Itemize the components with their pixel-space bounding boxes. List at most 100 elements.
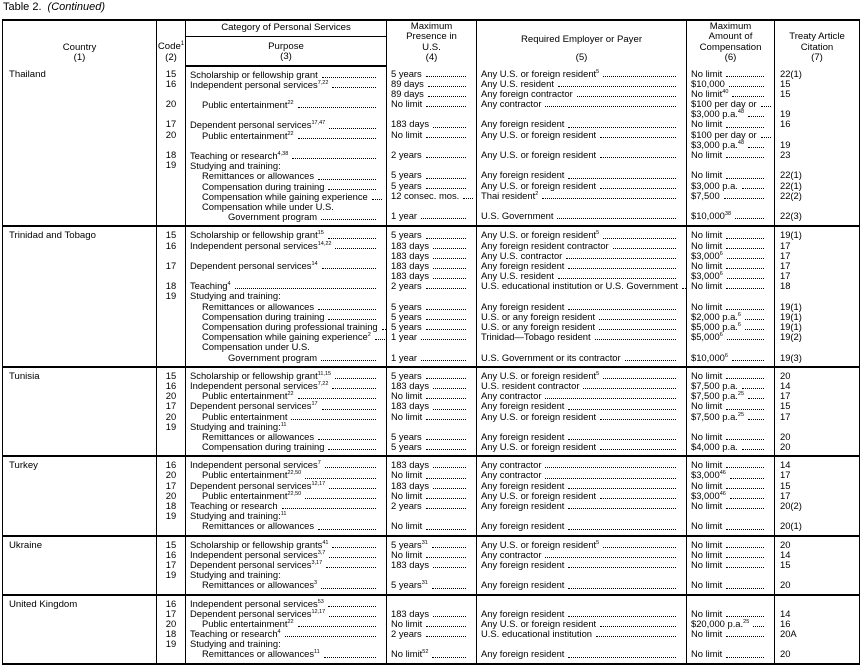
table-body: Thailand 15 16 20 17 20 18 19 Scholarship or… — [2, 65, 860, 664]
compensation-cell: $2,000 p.a.6 — [687, 312, 774, 322]
purpose-cell: Studying and training: — [190, 570, 281, 581]
purpose-cell: Dependent personal services12,17 — [186, 481, 386, 491]
employer-cell: Any foreign resident — [477, 521, 686, 531]
code-cell: 19 — [165, 291, 177, 302]
employer-cell: Any contractor — [477, 470, 686, 480]
citation-cell: 16 — [780, 618, 791, 629]
compensation-cell: $3,00046 — [687, 491, 774, 501]
compensation-cell: No limit — [687, 241, 774, 251]
citation-cell: 14 — [780, 460, 791, 471]
header-purpose: Purpose (3) — [185, 36, 387, 67]
dot-leader — [726, 481, 764, 489]
compensation-cell: $7,500 p.a.25 — [687, 391, 774, 401]
purpose-cell: Studying and training: — [190, 291, 281, 302]
presence-cell — [387, 639, 476, 649]
table-header: Country (1) Code1 (2) Category of Personal… — [2, 19, 860, 67]
employer-cell: Any foreign resident contractor — [477, 241, 686, 251]
dot-leader — [545, 550, 676, 558]
dot-leader — [297, 619, 376, 628]
dot-leader — [568, 609, 676, 617]
presence-cell: No limit — [387, 619, 476, 629]
dot-leader — [327, 599, 376, 607]
header-employer: Required Employer or Payer (5) — [476, 19, 687, 66]
compensation-cell: No limit — [687, 119, 774, 129]
footnote-ref: 22,50 — [287, 470, 302, 477]
purpose-cell: Scholarship or fellowship grants41 — [186, 540, 386, 550]
dot-leader — [744, 322, 764, 331]
employer-cell: Any contractor — [477, 460, 686, 470]
compensation-cell: No limit — [687, 69, 774, 79]
presence-cell: 183 days — [387, 460, 476, 470]
code-cell: 20 — [165, 391, 177, 402]
dot-leader — [744, 312, 764, 320]
dot-leader — [726, 540, 764, 548]
purpose-cell: Independent personal services7 — [186, 460, 386, 470]
presence-cell: 5 years — [387, 302, 476, 312]
compensation-cell — [687, 639, 774, 649]
dot-leader — [600, 150, 676, 159]
compensation-cell: $4,000 p.a. — [687, 442, 774, 452]
presence-cell: 2 years — [387, 150, 476, 160]
code-cell — [157, 89, 185, 99]
citation-cell: 17 — [780, 250, 791, 261]
compensation-cell: No limit — [687, 540, 774, 550]
dot-leader — [545, 470, 676, 479]
compensation-cell: No limit — [687, 649, 774, 659]
footnote-ref: 6 — [719, 332, 723, 339]
footnote-ref: 15 — [317, 230, 324, 237]
citation-cell: 22(2) — [780, 190, 802, 201]
dot-leader — [545, 99, 676, 108]
country-row: Trinidad and Tobago 15 16 17 18 19 Scholars… — [2, 226, 860, 367]
citation-cell: 14 — [780, 608, 791, 619]
presence-cell: 183 days — [387, 401, 476, 411]
dot-leader — [603, 540, 676, 548]
dot-leader — [568, 560, 676, 569]
code-cell: 17 — [165, 608, 177, 619]
dot-leader — [545, 460, 676, 469]
dot-leader — [374, 332, 385, 341]
employer-cell: Any U.S. or foreign resident — [477, 412, 686, 422]
citation-cell: 19(3) — [780, 352, 802, 363]
presence-cell: 1 year — [387, 332, 476, 342]
dot-leader — [612, 241, 676, 249]
country-name: United Kingdom — [2, 594, 157, 664]
country-name: Thailand — [2, 65, 157, 227]
dot-leader — [748, 391, 764, 400]
dot-leader — [735, 211, 764, 220]
dot-leader — [568, 649, 676, 658]
purpose-cell: Government program — [186, 353, 386, 363]
footnote-ref: 22 — [287, 130, 294, 137]
footnote-ref: 48 — [737, 109, 745, 116]
presence-cell: No limit52 — [387, 649, 476, 659]
code-cell — [157, 181, 185, 191]
header-citation: Treaty Article Citation (7) — [774, 19, 860, 66]
table-number: Table 2. — [3, 1, 42, 13]
citation-cell: 17 — [780, 240, 791, 251]
purpose-cell: Remittances or allowances — [186, 521, 386, 531]
citation-cell — [775, 342, 859, 352]
employer-cell: Any U.S. resident — [477, 271, 686, 281]
dot-leader — [760, 99, 771, 108]
dot-leader — [603, 230, 676, 239]
citation-column: 14 16 20A 20 — [774, 594, 860, 664]
compensation-cell: No limit — [687, 460, 774, 470]
employer-cell: Any foreign contractor — [477, 89, 686, 99]
presence-cell — [387, 201, 476, 211]
code-cell — [157, 332, 185, 342]
purpose-column: Scholarship or fellowship grant11,15 Inde… — [185, 366, 387, 457]
dot-leader — [421, 332, 466, 341]
employer-cell: Any foreign resident — [477, 501, 686, 511]
footnote-ref: 25 — [737, 391, 745, 398]
presence-column: 5 years31 No limit 183 days 5 years31 — [386, 535, 477, 595]
compensation-column: No limit $10,000 No limit40 $100 per day or… — [686, 65, 775, 227]
code-cell — [157, 312, 185, 322]
dot-leader — [318, 171, 376, 180]
header-presence: Maximum Presence in U.S. (4) — [386, 19, 477, 66]
compensation-cell: $5,000 p.a.6 — [687, 322, 774, 332]
dot-leader — [425, 281, 466, 290]
code-cell: 18 — [165, 501, 177, 511]
citation-column: 20 14 15 20 — [774, 535, 860, 595]
employer-cell: Any foreign resident — [477, 261, 686, 271]
footnote-ref: 53 — [317, 598, 324, 605]
employer-cell: Any U.S. or foreign resident — [477, 150, 686, 160]
